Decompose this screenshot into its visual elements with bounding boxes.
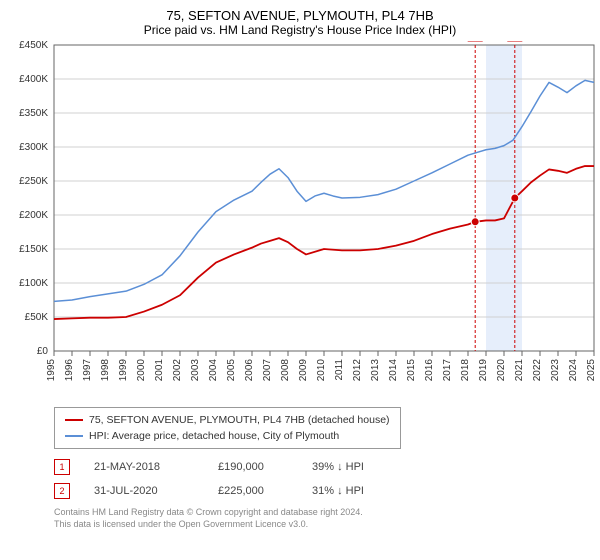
svg-text:2003: 2003 [190, 359, 201, 382]
chart-area: £0 £50K £100K £150K £200K £250K £300K £350K £400… [0, 41, 600, 401]
svg-text:2008: 2008 [280, 359, 291, 382]
svg-text:2020: 2020 [496, 359, 507, 382]
sales-table: 1 21-MAY-2018 £190,000 39% ↓ HPI 2 31-JUL-202… [54, 459, 600, 499]
svg-text:2019: 2019 [478, 359, 489, 382]
sale-delta: 39% ↓ HPI [312, 461, 402, 473]
svg-text:£450K: £450K [19, 41, 48, 51]
svg-text:2002: 2002 [172, 359, 183, 382]
svg-text:2000: 2000 [136, 359, 147, 382]
svg-text:2011: 2011 [334, 359, 345, 381]
legend-item: 75, SEFTON AVENUE, PLYMOUTH, PL4 7HB (de… [65, 412, 390, 428]
footnote-line: This data is licensed under the Open Gov… [54, 519, 600, 531]
svg-text:2006: 2006 [244, 359, 255, 382]
svg-text:2004: 2004 [208, 359, 219, 382]
svg-text:1995: 1995 [46, 359, 57, 382]
sale-price: £225,000 [218, 485, 288, 497]
svg-text:2012: 2012 [352, 359, 363, 382]
svg-text:2021: 2021 [514, 359, 525, 382]
svg-text:2024: 2024 [568, 359, 579, 382]
sale-date: 31-JUL-2020 [94, 485, 194, 497]
svg-text:2025: 2025 [586, 359, 597, 382]
svg-text:1998: 1998 [100, 359, 111, 382]
svg-text:2014: 2014 [388, 359, 399, 382]
svg-text:2007: 2007 [262, 359, 273, 382]
svg-text:2017: 2017 [442, 359, 453, 382]
svg-text:2010: 2010 [316, 359, 327, 382]
sale-delta: 31% ↓ HPI [312, 485, 402, 497]
line-chart: £0 £50K £100K £150K £200K £250K £300K £350K £400… [0, 41, 600, 401]
svg-text:£100K: £100K [19, 278, 48, 289]
svg-text:£150K: £150K [19, 244, 48, 255]
svg-text:2018: 2018 [460, 359, 471, 382]
svg-text:2016: 2016 [424, 359, 435, 382]
svg-text:£200K: £200K [19, 210, 48, 221]
svg-text:1999: 1999 [118, 359, 129, 382]
svg-text:1996: 1996 [64, 359, 75, 382]
sale-marker: 2 [54, 483, 70, 499]
svg-text:2009: 2009 [298, 359, 309, 382]
svg-text:£50K: £50K [25, 312, 49, 323]
legend-swatch [65, 435, 83, 437]
sale-date: 21-MAY-2018 [94, 461, 194, 473]
page-title: 75, SEFTON AVENUE, PLYMOUTH, PL4 7HB [0, 0, 600, 23]
legend: 75, SEFTON AVENUE, PLYMOUTH, PL4 7HB (de… [54, 407, 401, 449]
svg-text:£0: £0 [37, 346, 49, 357]
svg-text:2013: 2013 [370, 359, 381, 382]
svg-text:£250K: £250K [19, 176, 48, 187]
svg-text:2005: 2005 [226, 359, 237, 382]
page-subtitle: Price paid vs. HM Land Registry's House … [0, 23, 600, 41]
svg-text:£350K: £350K [19, 108, 48, 119]
legend-label: HPI: Average price, detached house, City… [89, 428, 339, 444]
sale-price: £190,000 [218, 461, 288, 473]
svg-text:2015: 2015 [406, 359, 417, 382]
svg-text:1997: 1997 [82, 359, 93, 382]
legend-label: 75, SEFTON AVENUE, PLYMOUTH, PL4 7HB (de… [89, 412, 390, 428]
svg-text:£300K: £300K [19, 142, 48, 153]
sale-row: 1 21-MAY-2018 £190,000 39% ↓ HPI [54, 459, 600, 475]
sale-row: 2 31-JUL-2020 £225,000 31% ↓ HPI [54, 483, 600, 499]
svg-text:2023: 2023 [550, 359, 561, 382]
footnote: Contains HM Land Registry data © Crown c… [54, 507, 600, 530]
footnote-line: Contains HM Land Registry data © Crown c… [54, 507, 600, 519]
svg-text:£400K: £400K [19, 74, 48, 85]
svg-text:2001: 2001 [154, 359, 165, 382]
svg-text:2022: 2022 [532, 359, 543, 382]
legend-item: HPI: Average price, detached house, City… [65, 428, 390, 444]
legend-swatch [65, 419, 83, 421]
sale-marker: 1 [54, 459, 70, 475]
